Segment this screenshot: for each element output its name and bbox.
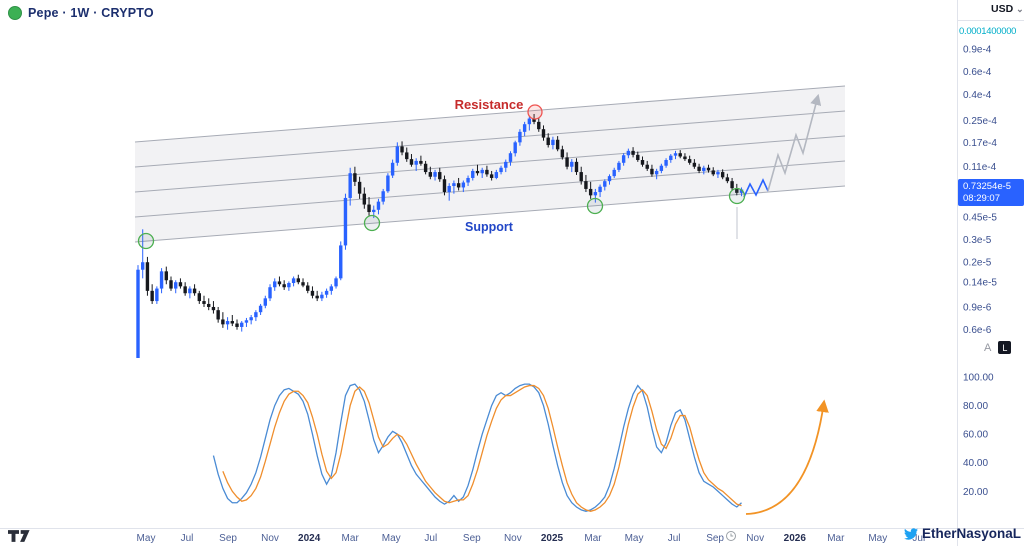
- svg-text:May: May: [137, 533, 156, 544]
- watermark-handle: EtherNasyonaL: [921, 526, 1021, 541]
- svg-text:0.45e-5: 0.45e-5: [963, 212, 997, 223]
- current-price-badge: 0.73254e-5 08:29:07: [958, 179, 1024, 206]
- svg-text:2024: 2024: [298, 533, 321, 544]
- svg-text:0.3e-5: 0.3e-5: [963, 235, 992, 246]
- svg-text:0.17e-4: 0.17e-4: [963, 138, 997, 149]
- svg-text:Mar: Mar: [827, 533, 845, 544]
- svg-text:0.9e-4: 0.9e-4: [963, 44, 992, 55]
- svg-text:Jul: Jul: [912, 533, 925, 544]
- svg-text:0.4e-4: 0.4e-4: [963, 90, 992, 101]
- bar-countdown: 08:29:07: [963, 192, 1000, 204]
- svg-text:Nov: Nov: [504, 533, 522, 544]
- svg-text:Sep: Sep: [219, 533, 237, 544]
- svg-text:0.6e-4: 0.6e-4: [963, 67, 992, 78]
- twitter-watermark: EtherNasyonaL: [903, 526, 1021, 541]
- svg-text:Mar: Mar: [584, 533, 602, 544]
- svg-text:80.00: 80.00: [963, 401, 988, 412]
- svg-text:0.6e-6: 0.6e-6: [963, 325, 992, 336]
- svg-text:Support: Support: [465, 220, 514, 234]
- svg-text:0.11e-4: 0.11e-4: [963, 162, 997, 173]
- tradingview-logo-glyph: [8, 530, 30, 542]
- svg-text:2025: 2025: [541, 533, 564, 544]
- svg-text:2026: 2026: [784, 533, 807, 544]
- converted-price-label: 0.0001400000: [959, 26, 1017, 37]
- symbol-title-row: Pepe · 1W · CRYPTO: [8, 6, 154, 20]
- svg-text:Sep: Sep: [463, 533, 481, 544]
- tradingview-logo[interactable]: [8, 529, 30, 546]
- svg-text:0.9e-6: 0.9e-6: [963, 302, 992, 313]
- currency-selector-dropdown[interactable]: USD ⌄: [991, 3, 1024, 15]
- svg-text:Sep: Sep: [706, 533, 724, 544]
- current-price-value: 0.73254e-5: [963, 181, 1012, 192]
- svg-text:20.00: 20.00: [963, 487, 988, 498]
- svg-text:Nov: Nov: [261, 533, 279, 544]
- svg-text:0.14e-5: 0.14e-5: [963, 278, 997, 289]
- svg-text:100.00: 100.00: [963, 373, 994, 384]
- svg-text:Jul: Jul: [424, 533, 437, 544]
- svg-text:Jul: Jul: [181, 533, 194, 544]
- svg-text:0.2e-5: 0.2e-5: [963, 258, 992, 269]
- svg-text:0.25e-4: 0.25e-4: [963, 116, 997, 127]
- svg-text:May: May: [868, 533, 887, 544]
- scale-buttons: A L: [984, 341, 1012, 354]
- log-scale-button[interactable]: L: [998, 341, 1012, 354]
- auto-scale-button[interactable]: A: [984, 341, 992, 354]
- pepe-logo-icon: [8, 6, 22, 20]
- twitter-bird-icon: [903, 527, 918, 540]
- svg-text:May: May: [625, 533, 644, 544]
- svg-text:Mar: Mar: [342, 533, 360, 544]
- svg-text:Resistance: Resistance: [455, 97, 524, 112]
- svg-text:Jul: Jul: [668, 533, 681, 544]
- svg-text:May: May: [382, 533, 401, 544]
- svg-text:40.00: 40.00: [963, 458, 988, 469]
- chevron-down-icon: ⌄: [1016, 3, 1024, 14]
- currency-label: USD: [991, 3, 1014, 15]
- svg-text:60.00: 60.00: [963, 430, 988, 441]
- svg-text:Nov: Nov: [746, 533, 764, 544]
- symbol-title[interactable]: Pepe · 1W · CRYPTO: [28, 6, 154, 20]
